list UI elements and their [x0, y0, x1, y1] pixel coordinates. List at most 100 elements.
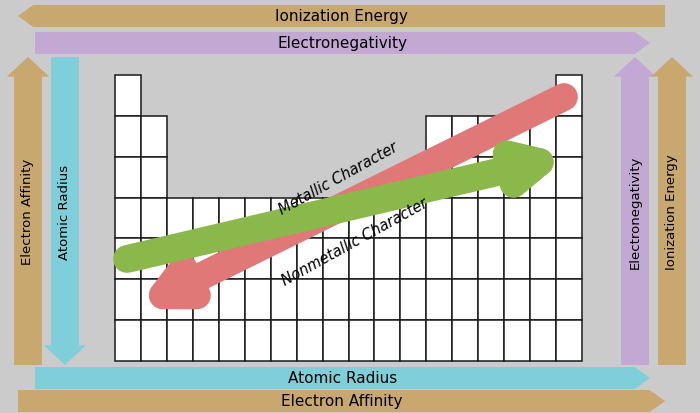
Bar	[530, 320, 556, 361]
Text: Atomic Radius: Atomic Radius	[59, 164, 71, 259]
Text: Ionization Energy: Ionization Energy	[275, 9, 408, 24]
Polygon shape	[18, 6, 665, 28]
Bar	[556, 198, 582, 239]
Bar	[530, 116, 556, 157]
Polygon shape	[614, 58, 656, 365]
Bar	[478, 157, 504, 198]
Bar	[426, 157, 452, 198]
Bar	[271, 239, 297, 280]
Bar	[478, 239, 504, 280]
Bar	[167, 320, 193, 361]
Bar	[167, 239, 193, 280]
Bar	[556, 157, 582, 198]
Bar	[452, 320, 478, 361]
Bar	[400, 320, 426, 361]
Bar	[426, 198, 452, 239]
Bar	[115, 239, 141, 280]
Bar	[141, 280, 167, 320]
Bar	[504, 116, 530, 157]
Bar	[141, 320, 167, 361]
Bar	[167, 198, 193, 239]
Bar	[504, 239, 530, 280]
Text: Electron Affinity: Electron Affinity	[22, 159, 34, 264]
Bar	[141, 116, 167, 157]
Bar	[115, 157, 141, 198]
Text: Metallic Character: Metallic Character	[276, 140, 400, 217]
Bar	[556, 76, 582, 116]
Polygon shape	[18, 390, 665, 412]
Polygon shape	[44, 58, 86, 365]
Bar	[193, 320, 219, 361]
Text: Electron Affinity: Electron Affinity	[281, 394, 402, 408]
Bar	[504, 157, 530, 198]
Bar	[141, 198, 167, 239]
Bar	[297, 239, 323, 280]
Bar	[478, 280, 504, 320]
Bar	[349, 198, 375, 239]
Bar	[426, 239, 452, 280]
Bar	[115, 198, 141, 239]
Bar	[167, 280, 193, 320]
Bar	[219, 320, 245, 361]
Bar	[323, 239, 349, 280]
Bar	[323, 198, 349, 239]
Bar	[478, 116, 504, 157]
Bar	[141, 157, 167, 198]
Bar	[245, 198, 271, 239]
Bar	[219, 198, 245, 239]
Bar	[400, 280, 426, 320]
Bar	[349, 239, 375, 280]
Bar	[297, 320, 323, 361]
Bar	[374, 239, 400, 280]
Bar	[193, 280, 219, 320]
Bar	[504, 320, 530, 361]
Polygon shape	[651, 58, 693, 365]
Bar	[245, 320, 271, 361]
Bar	[530, 157, 556, 198]
Bar	[245, 280, 271, 320]
Bar	[504, 280, 530, 320]
Bar	[115, 280, 141, 320]
Bar	[426, 320, 452, 361]
Bar	[297, 280, 323, 320]
Polygon shape	[35, 367, 650, 389]
Bar	[374, 198, 400, 239]
Bar	[323, 280, 349, 320]
Bar	[530, 198, 556, 239]
Bar	[452, 239, 478, 280]
Polygon shape	[35, 33, 650, 55]
Bar	[115, 76, 141, 116]
Bar	[530, 239, 556, 280]
Text: Electronegativity: Electronegativity	[277, 36, 407, 51]
Text: Electronegativity: Electronegativity	[629, 155, 641, 268]
Bar	[374, 320, 400, 361]
Bar	[374, 280, 400, 320]
Bar	[452, 157, 478, 198]
Text: Nonmetallic Character: Nonmetallic Character	[279, 195, 430, 288]
Bar	[219, 239, 245, 280]
Bar	[478, 320, 504, 361]
Bar	[426, 116, 452, 157]
Bar	[115, 320, 141, 361]
Bar	[193, 239, 219, 280]
Bar	[556, 239, 582, 280]
Bar	[297, 198, 323, 239]
Bar	[271, 280, 297, 320]
Bar	[245, 239, 271, 280]
Bar	[400, 198, 426, 239]
Bar	[504, 198, 530, 239]
Text: Atomic Radius: Atomic Radius	[288, 370, 397, 386]
Bar	[400, 239, 426, 280]
Bar	[349, 280, 375, 320]
Bar	[556, 280, 582, 320]
Bar	[271, 198, 297, 239]
Bar	[556, 320, 582, 361]
Bar	[452, 116, 478, 157]
Bar	[323, 320, 349, 361]
Bar	[115, 116, 141, 157]
Bar	[141, 239, 167, 280]
Bar	[426, 280, 452, 320]
Bar	[556, 116, 582, 157]
Bar	[219, 280, 245, 320]
Bar	[349, 320, 375, 361]
